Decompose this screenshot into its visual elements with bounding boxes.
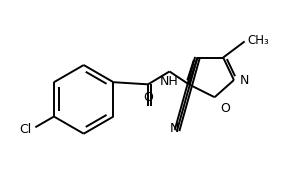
Text: N: N — [170, 122, 180, 135]
Text: Cl: Cl — [19, 123, 31, 136]
Text: CH₃: CH₃ — [248, 34, 270, 47]
Text: NH: NH — [160, 75, 179, 88]
Text: O: O — [220, 102, 230, 114]
Text: O: O — [143, 91, 153, 104]
Text: N: N — [239, 74, 249, 86]
